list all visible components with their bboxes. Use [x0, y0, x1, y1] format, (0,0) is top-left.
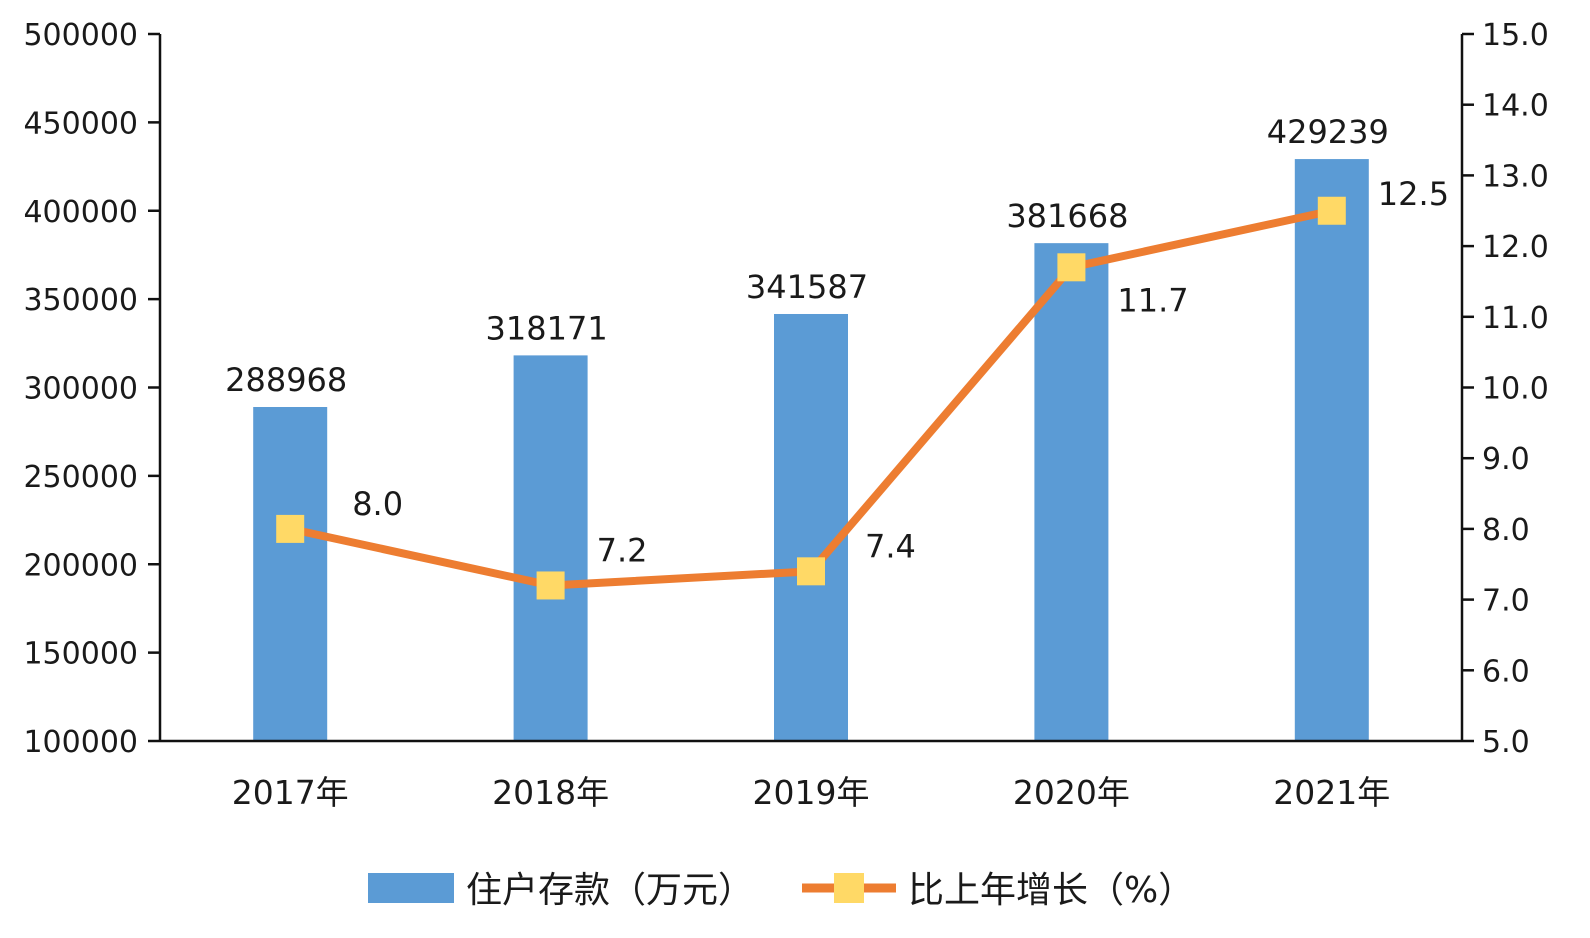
y-left-tick-label: 500000 — [23, 18, 138, 53]
legend-label-bar: 住户存款（万元） — [466, 870, 754, 911]
y-right-tick-label: 10.0 — [1482, 372, 1549, 407]
y-left-tick-label: 450000 — [23, 106, 138, 141]
bar — [774, 313, 848, 741]
y-left-tick-label: 150000 — [23, 637, 138, 672]
bar-value-label: 288968 — [225, 361, 347, 399]
bar-value-label: 318171 — [486, 309, 608, 347]
bar — [513, 355, 588, 741]
line-value-label: 8.0 — [352, 485, 403, 523]
x-category-label: 2018年 — [492, 773, 609, 812]
y-right-tick-label: 5.0 — [1482, 725, 1530, 760]
legend: 住户存款（万元） 比上年增长（%） — [368, 870, 1194, 911]
line-marker — [1057, 253, 1086, 282]
legend-label-line: 比上年增长（%） — [908, 870, 1194, 911]
axes-layer: 100000 150000 200000 250000 300000 350000 4000… — [23, 18, 1548, 812]
line-value-label: 12.5 — [1378, 175, 1449, 213]
bar-value-label: 381668 — [1006, 197, 1128, 235]
y-right-tick-label: 13.0 — [1482, 159, 1549, 194]
y-left-tick-label: 400000 — [23, 195, 138, 230]
labels-layer: 288968 318171 341587 381668 429239 8.0 7.2 7.4 1… — [225, 113, 1449, 569]
line-value-label: 7.2 — [597, 531, 648, 569]
line-marker — [797, 557, 825, 586]
line-marker — [536, 571, 565, 600]
y-right-tick-label: 15.0 — [1482, 18, 1549, 53]
legend-swatch-marker — [834, 873, 864, 903]
line-marker — [1317, 196, 1346, 225]
bar-value-label: 429239 — [1267, 113, 1389, 151]
legend-swatch-bar — [368, 873, 454, 903]
bar — [1034, 243, 1109, 742]
y-right-tick-label: 11.0 — [1482, 301, 1549, 336]
bars-layer — [253, 159, 1369, 742]
y-left-tick-label: 350000 — [23, 283, 138, 318]
y-right-tick-label: 14.0 — [1482, 89, 1549, 124]
x-category-label: 2021年 — [1273, 773, 1390, 812]
bar-value-label: 341587 — [746, 268, 868, 306]
y-left-tick-label: 100000 — [23, 725, 138, 760]
x-category-label: 2020年 — [1013, 773, 1130, 812]
y-left-tick-label: 250000 — [23, 460, 138, 495]
x-category-label: 2017年 — [232, 773, 349, 812]
y-right-tick-label: 8.0 — [1482, 513, 1530, 548]
y-right-tick-label: 6.0 — [1482, 654, 1530, 689]
y-left-tick-label: 200000 — [23, 548, 138, 583]
line-value-label: 11.7 — [1117, 281, 1188, 319]
bar — [1294, 159, 1369, 741]
line-value-label: 7.4 — [865, 527, 916, 565]
line-layer — [276, 196, 1346, 600]
y-right-tick-label: 7.0 — [1482, 584, 1530, 619]
y-right-tick-label: 9.0 — [1482, 442, 1530, 477]
y-right-tick-label: 12.0 — [1482, 230, 1549, 265]
y-left-tick-label: 300000 — [23, 372, 138, 407]
x-category-label: 2019年 — [753, 773, 870, 812]
bar — [253, 406, 328, 741]
line-marker — [276, 514, 305, 543]
